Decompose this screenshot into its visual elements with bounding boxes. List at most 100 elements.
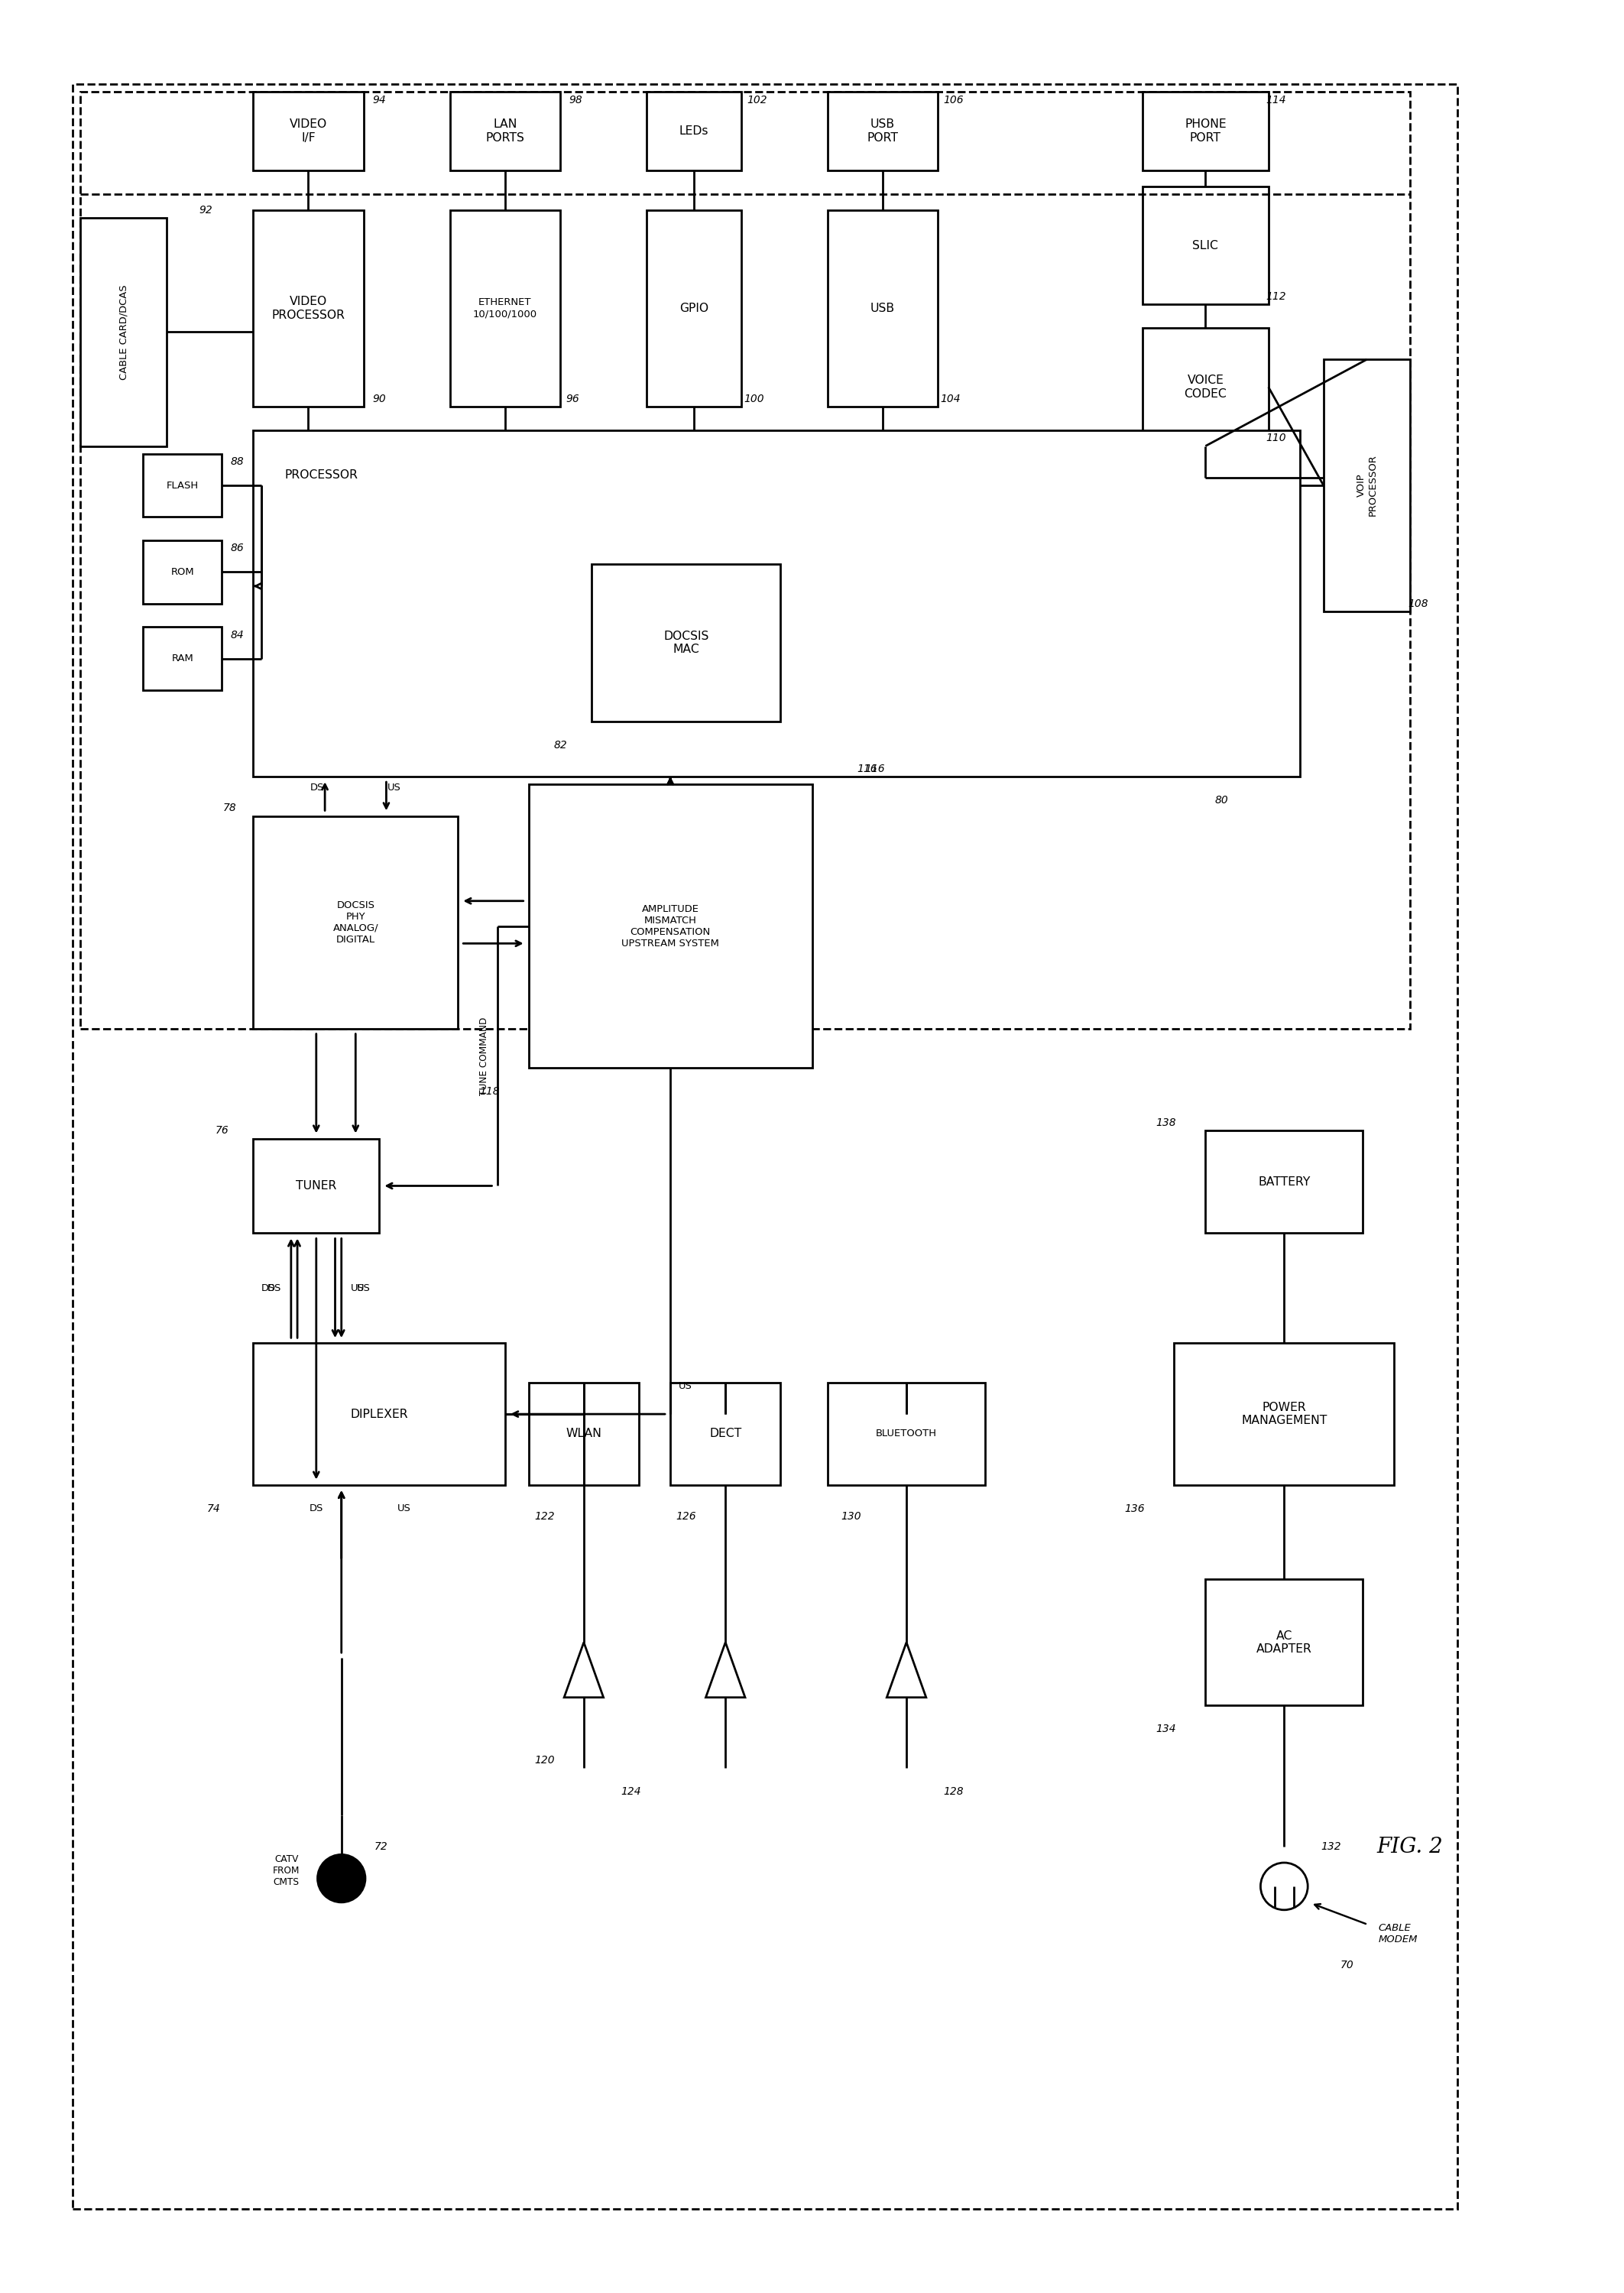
Text: 94: 94 <box>372 94 387 105</box>
Text: 98: 98 <box>568 94 583 105</box>
Bar <box>671 1383 781 1486</box>
Text: US: US <box>679 1380 692 1392</box>
Text: VIDEO
PROCESSOR: VIDEO PROCESSOR <box>271 296 344 321</box>
Text: 90: 90 <box>372 394 387 404</box>
Bar <box>253 431 1299 777</box>
Text: CABLE
MODEM: CABLE MODEM <box>1379 1924 1418 1944</box>
Text: WLAN: WLAN <box>565 1429 603 1440</box>
Text: 96: 96 <box>567 394 580 404</box>
Bar <box>253 1140 378 1234</box>
Text: DS: DS <box>261 1284 276 1293</box>
Text: GPIO: GPIO <box>679 303 708 314</box>
Text: 88: 88 <box>231 456 244 468</box>
Bar <box>450 211 560 406</box>
Bar <box>1324 360 1410 612</box>
Text: ETHERNET
10/100/1000: ETHERNET 10/100/1000 <box>473 298 538 319</box>
Bar <box>646 211 741 406</box>
Text: AMPLITUDE
MISMATCH
COMPENSATION
UPSTREAM SYSTEM: AMPLITUDE MISMATCH COMPENSATION UPSTREAM… <box>622 903 719 949</box>
Bar <box>1174 1344 1395 1486</box>
Text: US: US <box>357 1284 370 1293</box>
Text: USB
PORT: USB PORT <box>867 119 898 144</box>
Text: 136: 136 <box>1124 1504 1145 1513</box>
Text: DOCSIS
MAC: DOCSIS MAC <box>663 631 708 656</box>
Bar <box>828 1383 986 1486</box>
Text: USB: USB <box>870 303 895 314</box>
Text: US: US <box>387 782 401 793</box>
Text: 86: 86 <box>231 543 244 553</box>
Text: 92: 92 <box>200 204 213 216</box>
Text: 76: 76 <box>214 1126 229 1135</box>
Text: 114: 114 <box>1267 94 1286 105</box>
Text: SLIC: SLIC <box>1192 241 1218 252</box>
Text: PHONE
PORT: PHONE PORT <box>1184 119 1226 144</box>
Bar <box>143 541 222 603</box>
Text: 132: 132 <box>1322 1841 1341 1853</box>
Text: VIDEO
I/F: VIDEO I/F <box>289 119 326 144</box>
Text: BATTERY: BATTERY <box>1259 1176 1311 1188</box>
Text: 126: 126 <box>676 1511 697 1523</box>
Bar <box>1143 328 1268 447</box>
Text: 100: 100 <box>744 394 763 404</box>
Text: DOCSIS
PHY
ANALOG/
DIGITAL: DOCSIS PHY ANALOG/ DIGITAL <box>333 901 378 945</box>
Bar <box>828 211 939 406</box>
Text: 110: 110 <box>1267 433 1286 443</box>
Text: ROM: ROM <box>171 566 195 578</box>
Text: 118: 118 <box>479 1087 500 1096</box>
Bar <box>253 1344 505 1486</box>
Text: 80: 80 <box>1215 796 1228 805</box>
Text: CABLE CARD/DCAS: CABLE CARD/DCAS <box>119 284 128 381</box>
Text: FLASH: FLASH <box>166 482 198 491</box>
Bar <box>253 816 458 1030</box>
Text: 72: 72 <box>374 1841 388 1853</box>
Text: BLUETOOTH: BLUETOOTH <box>875 1429 937 1438</box>
Text: DS: DS <box>309 1504 323 1513</box>
Text: DIPLEXER: DIPLEXER <box>351 1408 408 1419</box>
Text: 134: 134 <box>1156 1724 1176 1734</box>
Text: DECT: DECT <box>710 1429 742 1440</box>
Bar <box>253 211 364 406</box>
Text: VOICE
CODEC: VOICE CODEC <box>1184 374 1226 399</box>
Text: 130: 130 <box>841 1511 861 1523</box>
Bar <box>143 454 222 516</box>
Text: 112: 112 <box>1267 291 1286 303</box>
Text: DS: DS <box>310 782 325 793</box>
Text: 108: 108 <box>1408 598 1427 610</box>
Circle shape <box>318 1855 365 1903</box>
Text: 106: 106 <box>944 94 963 105</box>
Text: 74: 74 <box>208 1504 221 1513</box>
Bar <box>143 626 222 690</box>
Bar <box>1205 1580 1363 1706</box>
Bar <box>1205 1130 1363 1234</box>
Text: 82: 82 <box>554 741 567 750</box>
Text: 124: 124 <box>620 1786 641 1798</box>
Text: 116: 116 <box>857 764 877 775</box>
Text: 116: 116 <box>866 764 885 775</box>
Text: 78: 78 <box>222 803 237 814</box>
Text: 128: 128 <box>944 1786 963 1798</box>
Text: 138: 138 <box>1156 1117 1176 1128</box>
Text: 104: 104 <box>940 394 961 404</box>
Bar <box>1143 92 1268 170</box>
Text: CATV
FROM
CMTS: CATV FROM CMTS <box>273 1855 300 1887</box>
Text: 102: 102 <box>747 94 767 105</box>
Bar <box>253 92 364 170</box>
Bar <box>646 92 741 170</box>
Text: LEDs: LEDs <box>679 126 708 138</box>
Text: 84: 84 <box>231 631 244 640</box>
Text: 70: 70 <box>1340 1961 1354 1970</box>
Text: RAM: RAM <box>172 654 193 663</box>
Text: TUNE COMMAND: TUNE COMMAND <box>479 1016 489 1096</box>
Text: 122: 122 <box>534 1511 555 1523</box>
Text: LAN
PORTS: LAN PORTS <box>486 119 525 144</box>
Bar <box>450 92 560 170</box>
Text: DS: DS <box>268 1284 281 1293</box>
Text: VOIP
PROCESSOR: VOIP PROCESSOR <box>1356 454 1377 516</box>
Text: US: US <box>351 1284 364 1293</box>
Text: PROCESSOR: PROCESSOR <box>284 470 359 482</box>
Bar <box>1143 186 1268 305</box>
Bar <box>828 92 939 170</box>
Text: FIG. 2: FIG. 2 <box>1377 1837 1444 1857</box>
Bar <box>529 784 812 1069</box>
Text: AC
ADAPTER: AC ADAPTER <box>1257 1630 1312 1656</box>
Text: 120: 120 <box>534 1754 555 1766</box>
